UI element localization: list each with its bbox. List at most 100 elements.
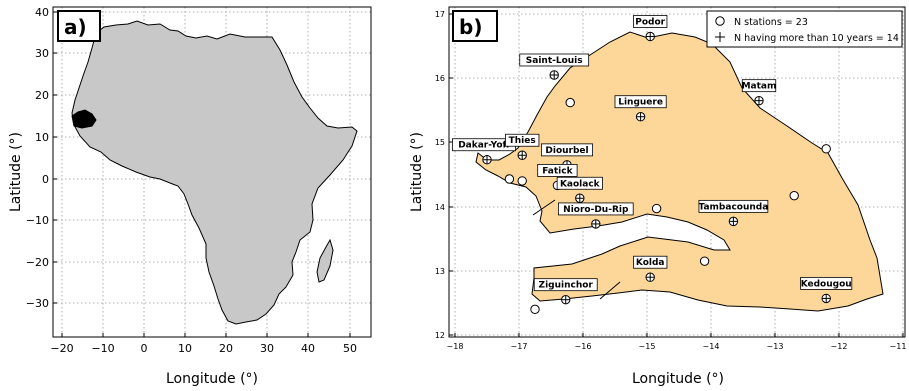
gambia-river-line xyxy=(532,199,556,216)
station-circle xyxy=(517,176,527,186)
station-marker xyxy=(635,112,646,122)
station-label: Kolda xyxy=(636,258,665,268)
station-marker xyxy=(482,155,492,165)
panel-a-ytick: 30 xyxy=(35,47,49,60)
station-marker xyxy=(517,150,527,160)
station-label: Dakar-Yoff xyxy=(458,141,510,151)
panel-b-xtick: −11 xyxy=(890,342,907,351)
station-marker xyxy=(561,294,571,305)
station-marker xyxy=(565,97,575,108)
panel-b-xlabel: Longitude (°) xyxy=(632,371,724,387)
station-label: Diourbel xyxy=(545,146,588,156)
station-marker xyxy=(728,216,739,227)
station-label: Ziguinchor xyxy=(539,281,594,291)
panel-b-ytick: 14 xyxy=(435,203,445,212)
panel-b-ytick: 15 xyxy=(435,138,445,147)
panel-b-xtick: −12 xyxy=(831,342,848,351)
panel-a-xtick: 40 xyxy=(301,342,315,355)
station-label-box xyxy=(558,202,634,216)
station-label: Nioro-Du-Rip xyxy=(563,205,629,215)
senegal-highlight xyxy=(71,109,97,129)
station-label: Linguere xyxy=(618,98,663,108)
panel-a-xticks: −20 −10 0 10 20 30 40 50 xyxy=(50,333,357,355)
station-label-box xyxy=(519,53,590,67)
station-circle xyxy=(504,174,515,184)
panel-b-label-box xyxy=(452,10,498,42)
legend-plus-label: N having more than 10 years = 14 xyxy=(734,33,899,44)
casamance-line xyxy=(599,281,621,300)
panel-a-xtick: −20 xyxy=(50,342,73,355)
station-label-box xyxy=(800,277,853,290)
panel-a: −20 −10 0 10 20 30 40 50 40 30 20 10 0 −… xyxy=(8,6,372,387)
panel-b: −18 −17 −16 −15 −14 −13 −12 −11 17 16 15… xyxy=(409,6,907,387)
panel-a-ytick: −20 xyxy=(26,256,49,269)
panel-a-ytick: 10 xyxy=(35,131,49,144)
station-circle xyxy=(530,304,540,315)
station-label: Podor xyxy=(635,17,665,27)
panel-b-frame xyxy=(448,6,906,338)
panel-b-xtick: −18 xyxy=(447,342,464,351)
station-marker xyxy=(591,219,601,229)
africa-landmass xyxy=(71,20,358,325)
panel-a-frame xyxy=(52,6,372,338)
station-circle xyxy=(789,190,799,201)
station-label-box xyxy=(556,176,603,190)
panel-b-xtick: −13 xyxy=(767,342,784,351)
station-marker xyxy=(645,31,655,42)
panel-a-xtick: 20 xyxy=(219,342,233,355)
panel-a-ytick: 20 xyxy=(35,89,49,102)
station-label: Fatick xyxy=(542,166,573,176)
legend: N stations = 23 N having more than 10 ye… xyxy=(706,10,903,48)
station-marker xyxy=(517,176,527,186)
panel-a-xtick: 50 xyxy=(343,342,357,355)
panel-a-xtick: 0 xyxy=(141,342,148,355)
station-label: Saint-Louis xyxy=(526,56,583,66)
legend-plus-marker xyxy=(715,32,725,42)
panel-a-xtick: −10 xyxy=(91,342,114,355)
panel-b-ylabel: Latitude (°) xyxy=(409,132,425,212)
station-marker xyxy=(821,144,831,154)
station-label: Kaolack xyxy=(560,179,601,189)
panel-a-ytick: 0 xyxy=(42,173,49,186)
station-label-box xyxy=(537,164,578,177)
station-circle xyxy=(565,97,575,108)
station-label-box xyxy=(533,278,598,292)
panel-a-xlabel: Longitude (°) xyxy=(166,371,258,387)
panel-a-yticks: 40 30 20 10 0 −10 −20 −30 xyxy=(26,6,57,310)
station-marker xyxy=(504,174,515,184)
station-circle xyxy=(651,203,662,214)
panel-a-xtick: 10 xyxy=(178,342,192,355)
station-label: Matam xyxy=(742,82,777,92)
madagascar-landmass xyxy=(316,238,334,283)
station-marker xyxy=(530,304,540,315)
station-label-box xyxy=(614,95,667,109)
station-marker xyxy=(645,272,655,282)
panel-b-ytick: 16 xyxy=(435,74,445,83)
panel-b-yticks: 17 16 15 14 13 12 xyxy=(435,10,453,340)
panel-b-xticks: −18 −17 −16 −15 −14 −13 −12 −11 xyxy=(447,333,907,351)
senegal-landmass xyxy=(475,31,884,312)
panel-a-ytick: 40 xyxy=(35,6,49,19)
panel-a-label: a) xyxy=(64,15,87,39)
panel-b-xtick: −14 xyxy=(703,342,720,351)
stations-layer: PodorSaint-LouisLinguereMatamDakar-YoffT… xyxy=(452,15,853,315)
station-label: Thies xyxy=(509,136,536,146)
legend-box xyxy=(706,10,903,48)
station-label: Tambacounda xyxy=(699,202,769,212)
panel-b-xtick: −16 xyxy=(575,342,592,351)
station-circle xyxy=(821,144,831,154)
station-label-box xyxy=(505,133,540,147)
station-marker xyxy=(575,193,585,203)
panel-b-ytick: 17 xyxy=(435,10,445,19)
panel-b-xtick: −15 xyxy=(639,342,656,351)
panel-b-xtick: −17 xyxy=(511,342,528,351)
legend-circle-marker xyxy=(715,16,725,26)
station-label-box xyxy=(633,255,668,269)
station-marker xyxy=(549,70,559,80)
station-label: Kedougou xyxy=(801,279,852,289)
panel-a-xtick: 30 xyxy=(260,342,274,355)
station-marker xyxy=(821,293,831,304)
panel-b-label: b) xyxy=(459,15,482,39)
station-label-box xyxy=(741,79,777,93)
station-marker xyxy=(651,203,662,214)
